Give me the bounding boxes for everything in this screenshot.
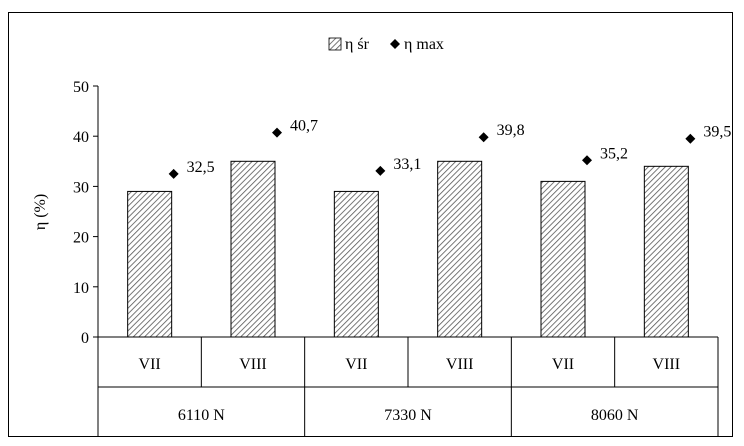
y-tick-label: 30 bbox=[73, 179, 89, 196]
bar bbox=[333, 190, 379, 338]
max-marker bbox=[685, 133, 696, 144]
x-tick-label: VII bbox=[345, 356, 367, 373]
legend-label-max: η max bbox=[404, 36, 444, 53]
data-label: 33,1 bbox=[393, 156, 421, 173]
legend-marker-max bbox=[390, 39, 400, 49]
max-marker bbox=[582, 155, 592, 166]
data-label: 39,5 bbox=[703, 124, 731, 141]
max-marker bbox=[272, 127, 282, 138]
group-label: 8060 N bbox=[591, 407, 639, 424]
data-label: 39,8 bbox=[497, 122, 525, 139]
y-axis-label: η (%) bbox=[32, 194, 49, 230]
data-label: 35,2 bbox=[600, 145, 628, 162]
legend: η śr η max bbox=[328, 36, 444, 53]
plot-area: 0 10 20 30 40 50 32,5 40,7 33,1 39,8 35,2 39,5 VII VI… bbox=[73, 79, 731, 437]
y-tick-label: 0 bbox=[81, 330, 89, 347]
x-tick-label: VIII bbox=[239, 356, 267, 373]
y-tick-label: 10 bbox=[73, 280, 89, 297]
group-label: 6110 N bbox=[178, 407, 225, 424]
legend-label-mean: η śr bbox=[345, 36, 370, 53]
max-marker bbox=[375, 165, 386, 176]
y-tick-label: 50 bbox=[73, 79, 89, 96]
x-tick-label: VII bbox=[139, 356, 161, 373]
x-tick-label: VIII bbox=[446, 356, 474, 373]
bar bbox=[127, 190, 173, 338]
max-marker bbox=[168, 168, 179, 179]
x-tick-label: VII bbox=[552, 356, 574, 373]
max-marker bbox=[478, 132, 489, 143]
group-label: 7330 N bbox=[384, 407, 432, 424]
bar bbox=[230, 160, 276, 338]
data-label: 32,5 bbox=[187, 159, 215, 176]
bar bbox=[540, 180, 586, 338]
x-tick-label: VIII bbox=[653, 356, 681, 373]
data-label: 40,7 bbox=[290, 118, 318, 135]
bar bbox=[437, 160, 483, 338]
legend-swatch-mean bbox=[328, 37, 342, 51]
y-tick-label: 40 bbox=[73, 129, 89, 146]
y-tick-label: 20 bbox=[73, 230, 89, 247]
bar bbox=[643, 165, 689, 338]
